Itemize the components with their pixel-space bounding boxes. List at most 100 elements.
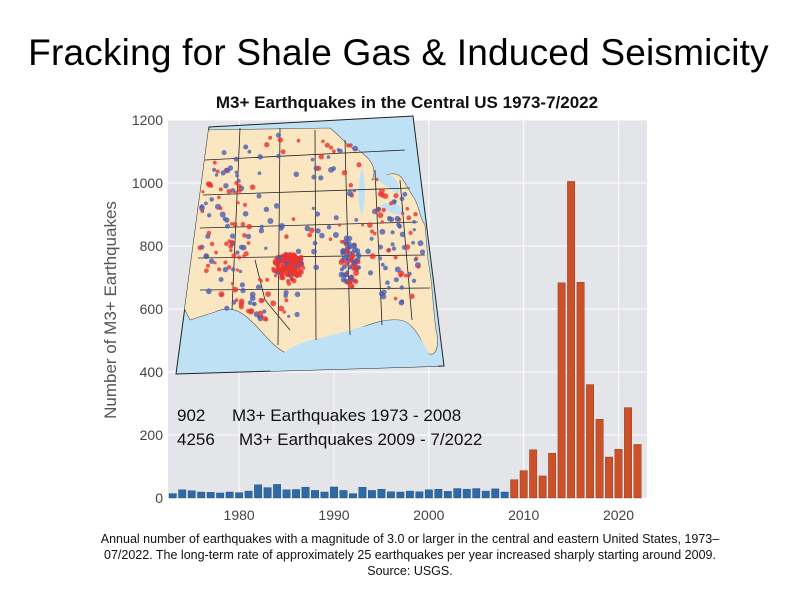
map-dot (230, 281, 235, 286)
bar-1983 (263, 487, 272, 499)
map-dot (232, 286, 239, 293)
map-dot (292, 269, 298, 276)
map-dot (291, 217, 296, 222)
bar-1977 (206, 492, 215, 499)
bar-2012 (538, 475, 547, 499)
bar-2003 (453, 488, 462, 499)
map-dot (214, 250, 219, 255)
map-dot (375, 177, 379, 182)
map-dot (377, 191, 383, 197)
map-dot (412, 228, 416, 232)
map-dot (258, 228, 265, 234)
map-dot (309, 227, 315, 234)
map-dot (419, 249, 426, 255)
map-dot (394, 215, 401, 222)
map-dot (333, 215, 339, 221)
map-dot (293, 171, 300, 178)
bar-2000 (424, 489, 433, 499)
map-dot (318, 154, 324, 160)
bar-2005 (472, 488, 481, 499)
x-tick-label: 2010 (508, 507, 539, 523)
map-dot (393, 277, 399, 283)
map-dot (341, 256, 345, 260)
bar-2002 (443, 491, 452, 499)
map-dot (393, 255, 398, 260)
map-dot (240, 221, 246, 227)
map-dot (284, 234, 289, 239)
y-axis-label: Number of M3+ Earthquakes (101, 201, 120, 419)
chart-title: M3+ Earthquakes in the Central US 1973-7… (216, 93, 598, 112)
map-dot (417, 240, 424, 247)
map-dot (393, 296, 398, 301)
bars (168, 181, 642, 499)
map-dot (246, 223, 253, 230)
map-dot (346, 279, 352, 285)
map-dot (279, 271, 283, 276)
map-dot (238, 269, 243, 274)
map-dot (201, 190, 205, 194)
map-dot (294, 264, 299, 269)
bar-2021 (624, 407, 632, 499)
map-dot (352, 145, 358, 152)
map-dot (209, 197, 214, 202)
bar-2016 (576, 282, 585, 499)
map-dot (390, 242, 395, 247)
map-dot (356, 162, 362, 168)
map-dot (370, 229, 374, 234)
map-dot (394, 266, 401, 273)
map-dot (387, 285, 391, 290)
y-tick-label: 1000 (132, 175, 163, 191)
map-dot (312, 240, 318, 246)
map-dot (402, 191, 408, 197)
bar-2009 (510, 479, 519, 499)
map-dot (365, 248, 371, 255)
bar-2001 (434, 488, 443, 499)
map-dot (343, 272, 349, 278)
map-dot (397, 223, 402, 229)
map-dot (326, 155, 331, 159)
map-dot (230, 188, 236, 193)
map-dot (270, 300, 277, 307)
map-dot (379, 228, 386, 235)
map-dot (209, 241, 215, 247)
map-dot (227, 239, 232, 244)
map-dot (369, 253, 376, 260)
bar-1978 (216, 492, 225, 499)
map-dot (225, 223, 230, 229)
map-dot (218, 187, 223, 192)
map-dot (313, 264, 320, 271)
map-dot (237, 255, 242, 260)
map-dot (307, 232, 313, 238)
map-dot (386, 215, 393, 222)
map-dot (353, 270, 359, 276)
bar-1992 (349, 493, 357, 499)
map-dot (310, 157, 315, 162)
map-dot (258, 297, 264, 304)
bar-2014 (557, 282, 566, 499)
map-dot (224, 305, 230, 311)
map-dot (346, 235, 353, 242)
map-dot (295, 248, 302, 254)
map-dot (398, 270, 405, 277)
map-dot (339, 239, 344, 244)
map-dot (251, 302, 256, 306)
map-earthquake-dots (197, 132, 426, 322)
x-tick-label: 1980 (224, 507, 255, 523)
map-dot (355, 256, 361, 262)
map-dot (215, 169, 220, 174)
map-dot (207, 213, 212, 218)
map-dot (204, 201, 208, 206)
map-dot (267, 218, 274, 224)
map-dot (197, 245, 203, 251)
map-dot (275, 267, 282, 273)
bar-1988 (311, 490, 319, 499)
map-dot (218, 277, 224, 282)
x-tick-label: 2000 (413, 507, 444, 523)
map-dot (273, 274, 278, 278)
map-dot (282, 310, 287, 314)
y-tick-label: 600 (140, 301, 164, 317)
map-dot (234, 190, 238, 195)
map-dot (258, 277, 262, 282)
map-dot (217, 267, 222, 272)
map-dot (255, 284, 262, 290)
